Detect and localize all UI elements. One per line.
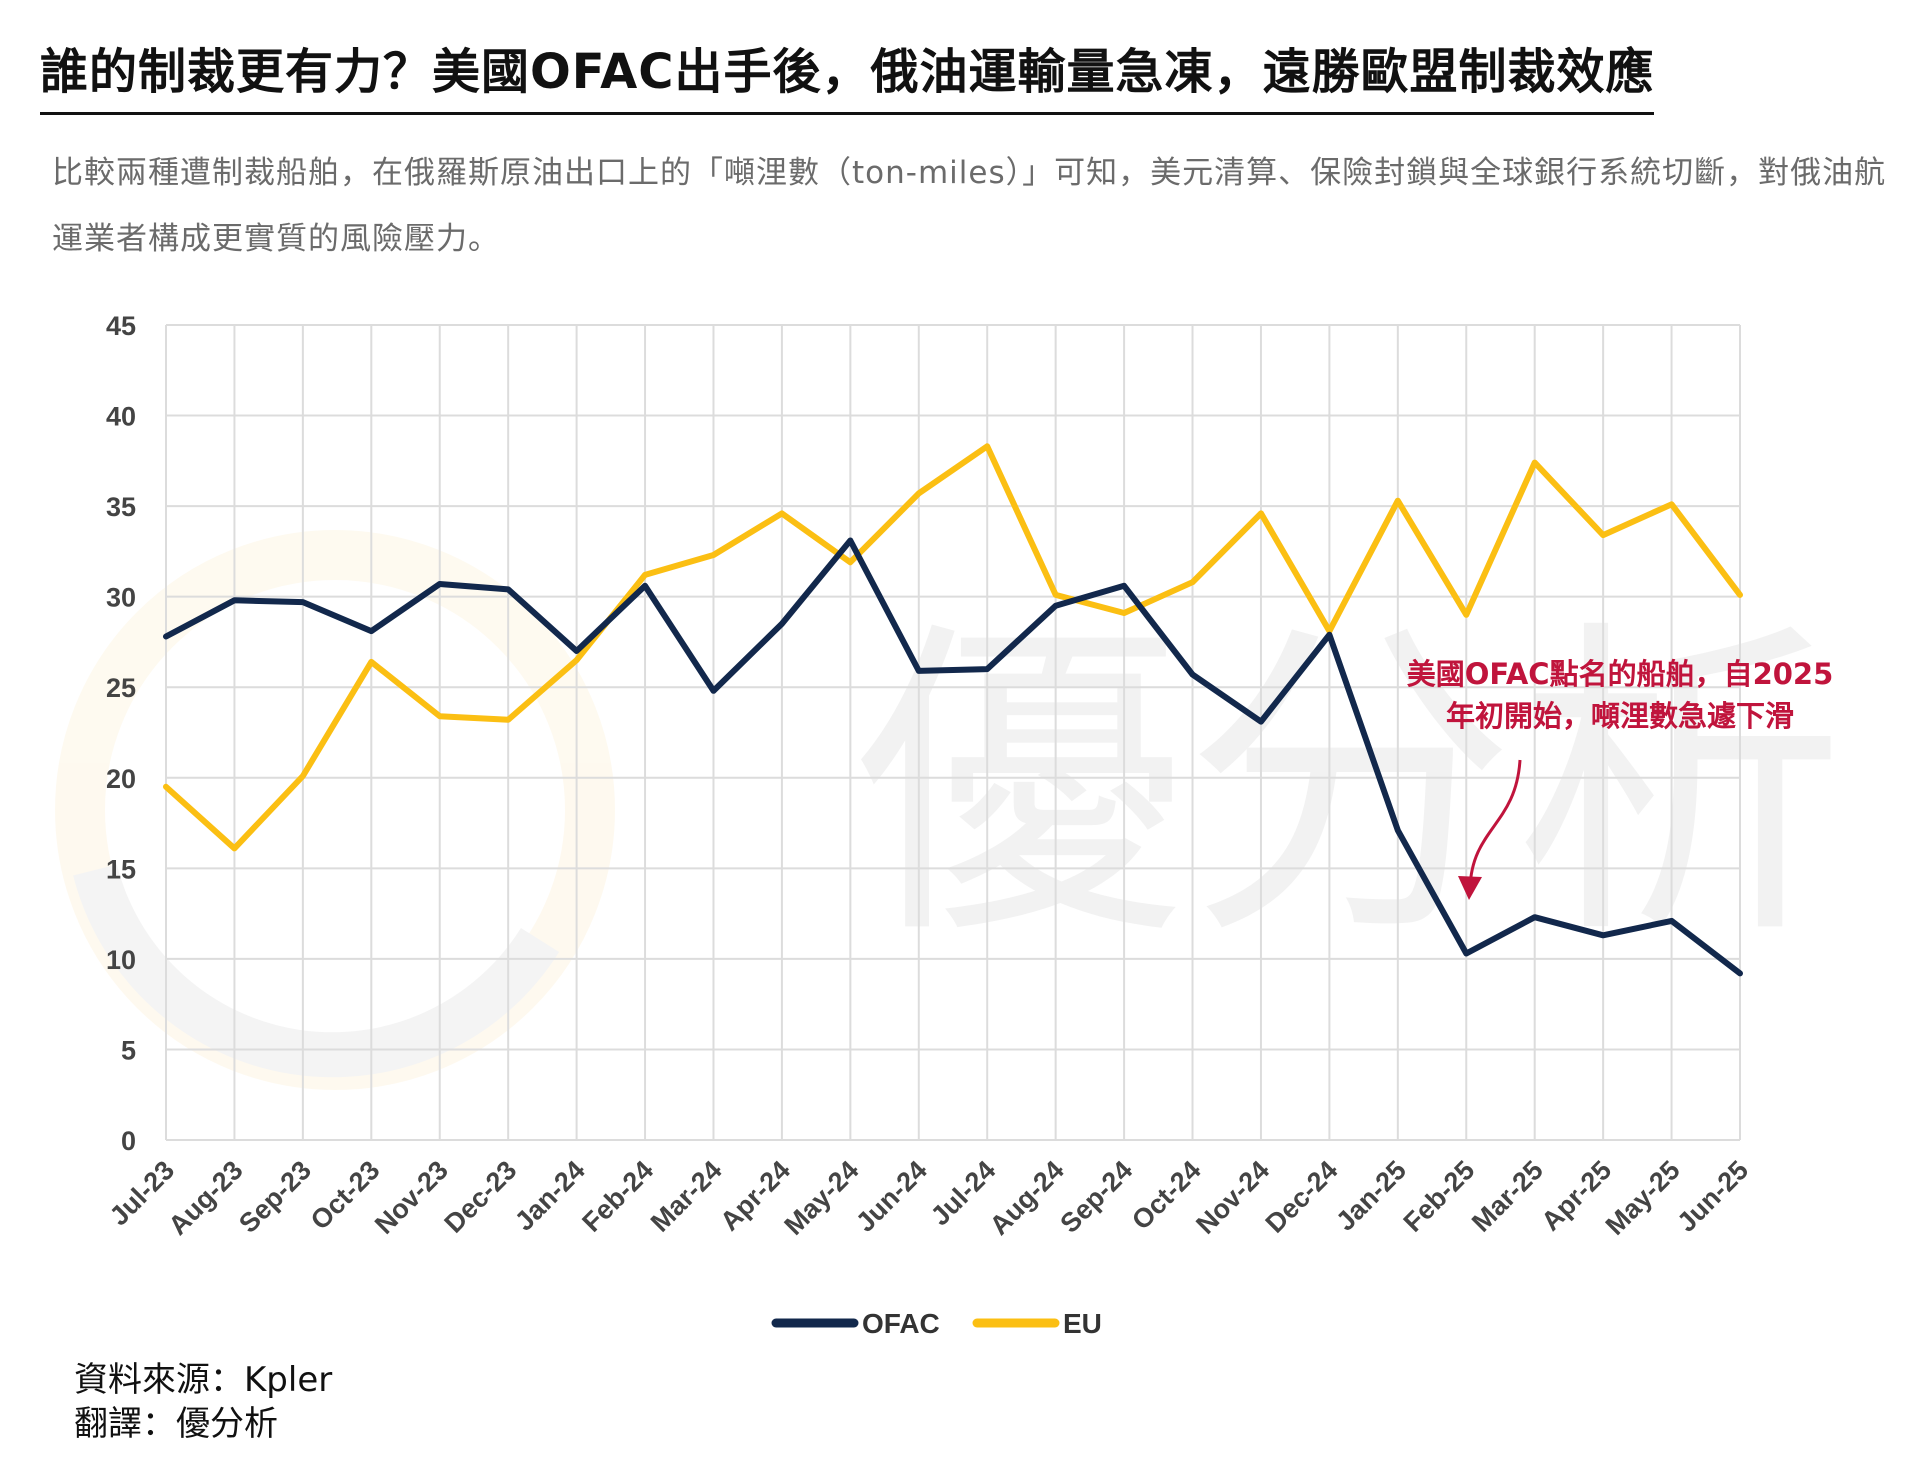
watermark-ring-gold: [55, 530, 615, 1090]
y-tick-label: 35: [106, 492, 136, 522]
x-tick-label: Feb-25: [1398, 1155, 1481, 1238]
series-lines: [163, 443, 1743, 977]
annotation-line-1: 美國OFAC點名的船舶，自2025: [1407, 657, 1834, 691]
x-tick-label: May-24: [779, 1155, 865, 1241]
line-chart: 優分析 0 5 10 15 20 25 30 35 40 45 Jul-23Aug-23Sep-2…: [55, 311, 1845, 1339]
x-tick-label: Feb-24: [576, 1155, 659, 1238]
footer: 資料來源：Kpler 翻譯：優分析: [74, 1358, 332, 1446]
annotation: 美國OFAC點名的船舶，自2025 年初開始，噸浬數急遽下滑: [1407, 657, 1834, 900]
x-tick-label: Jun-25: [1671, 1155, 1754, 1238]
chart-title: 誰的制裁更有力？美國OFAC出手後，俄油運輸量急凍，遠勝歐盟制裁效應: [40, 38, 1655, 115]
watermark-ring-gray: [73, 864, 560, 1078]
grid: [165, 324, 1741, 1141]
x-tick-label: Nov-24: [1190, 1155, 1275, 1240]
series-line-eu: [163, 443, 1743, 852]
y-tick-label: 25: [106, 673, 136, 703]
x-tick-label: Mar-25: [1466, 1155, 1549, 1238]
x-tick-label: Aug-23: [163, 1155, 249, 1241]
chart-subtitle: 比較兩種遭制裁船舶，在俄羅斯原油出口上的「噸浬數（ton-miles）」可知，美…: [52, 155, 1887, 257]
annotation-arrowhead-icon: [1458, 876, 1482, 900]
annotation-line-2: 年初開始，噸浬數急遽下滑: [1446, 699, 1794, 733]
y-tick-label: 30: [106, 583, 136, 613]
annotation-arrow-icon: [1468, 759, 1522, 889]
x-axis-ticks: Jul-23Aug-23Sep-23Oct-23Nov-23Dec-23Jan-…: [104, 1155, 1754, 1241]
x-tick-label: May-25: [1600, 1155, 1686, 1241]
legend-label-eu: EU: [1063, 1308, 1102, 1339]
y-tick-label: 20: [106, 764, 136, 794]
x-tick-label: Jun-24: [850, 1155, 933, 1238]
y-axis-ticks: 0 5 10 15 20 25 30 35 40 45: [106, 311, 136, 1156]
y-tick-label: 45: [106, 311, 136, 341]
source-note: 資料來源：Kpler: [74, 1360, 333, 1400]
x-tick-label: Dec-23: [438, 1155, 522, 1239]
legend: OFAC EU: [771, 1308, 1102, 1339]
x-tick-label: Jan-25: [1330, 1155, 1412, 1237]
y-tick-label: 40: [106, 402, 136, 432]
y-tick-label: 10: [106, 945, 136, 975]
x-tick-label: Mar-24: [645, 1155, 728, 1238]
legend-label-ofac: OFAC: [862, 1308, 940, 1339]
series-line-ofac: [163, 537, 1743, 977]
x-tick-label: Dec-24: [1260, 1155, 1344, 1239]
y-tick-label: 0: [121, 1126, 136, 1156]
x-tick-label: Nov-23: [369, 1155, 454, 1240]
translation-note: 翻譯：優分析: [74, 1404, 278, 1444]
x-tick-label: Aug-24: [984, 1155, 1070, 1241]
y-tick-label: 15: [106, 854, 136, 884]
y-tick-label: 5: [121, 1035, 136, 1065]
watermark-text: 優分析: [855, 594, 1845, 978]
chart-area: 優分析 0 5 10 15 20 25 30 35 40 45 Jul-23 Aug-23 Sep-2…: [0, 280, 1920, 1360]
x-tick-label: Jan-24: [509, 1155, 591, 1237]
x-tick-label: Sep-24: [1054, 1155, 1138, 1239]
x-tick-label: Sep-23: [233, 1155, 317, 1239]
watermark-logo: 優分析: [55, 530, 1845, 1090]
